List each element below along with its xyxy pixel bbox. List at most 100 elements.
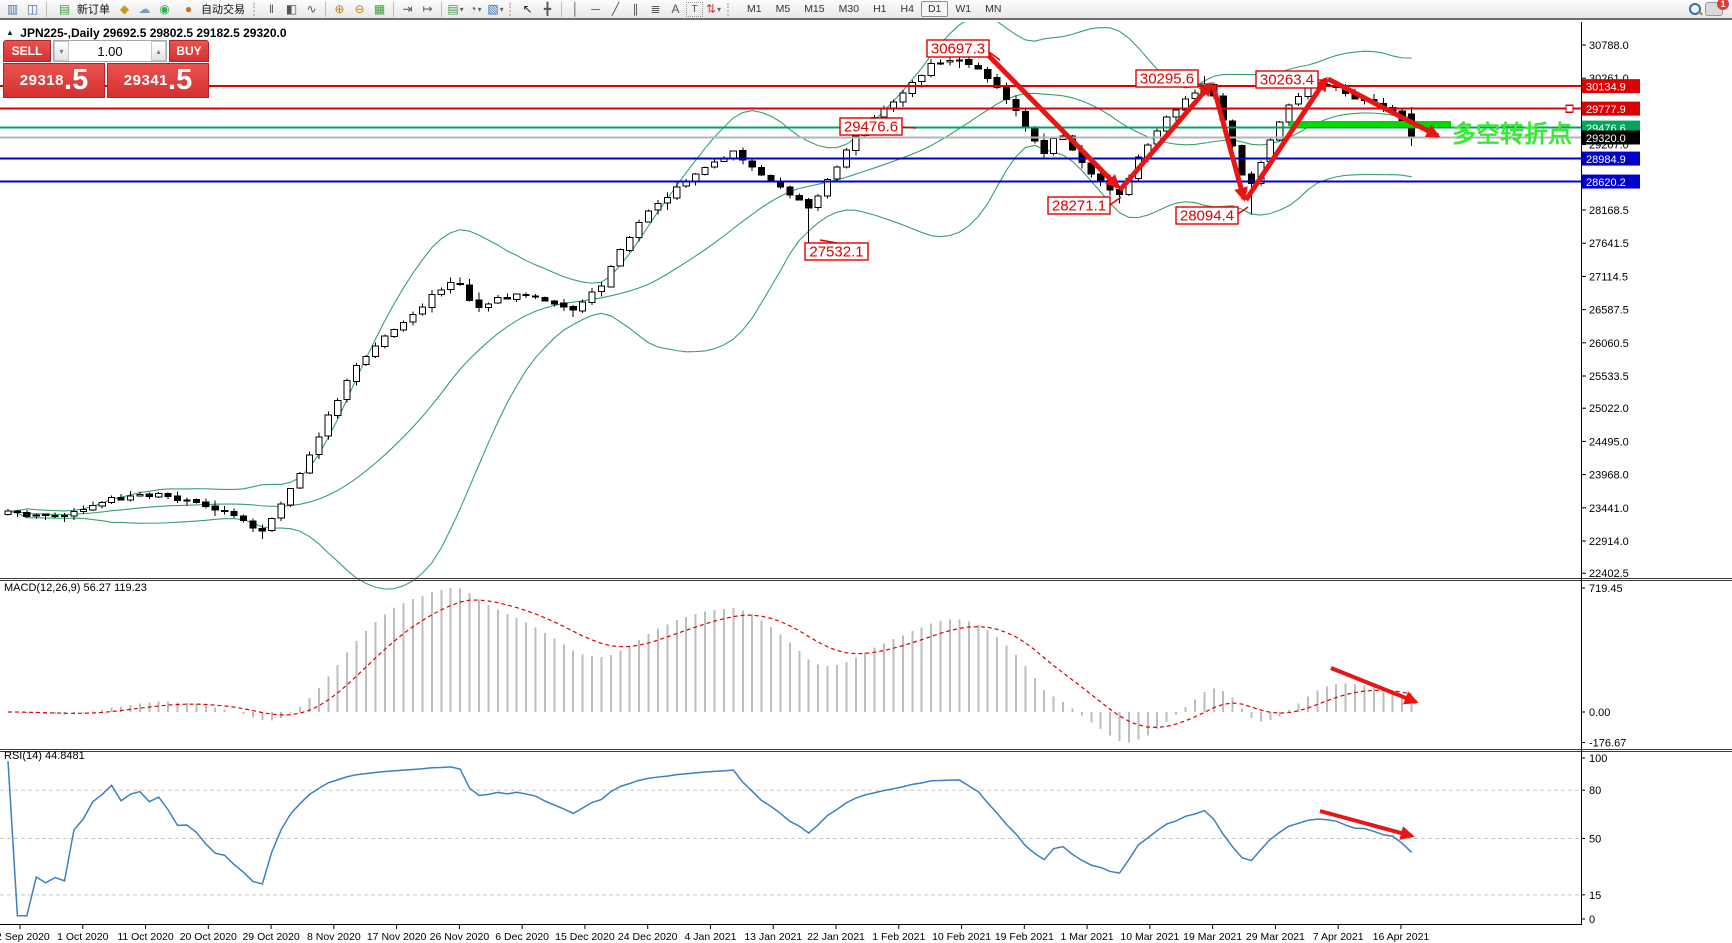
- svg-text:10 Feb 2021: 10 Feb 2021: [932, 931, 991, 943]
- buy-button[interactable]: BUY: [169, 40, 209, 62]
- price-callouts[interactable]: 30697.3 30295.6 30263.4 29476.6 28271.1 28094…: [804, 39, 1326, 261]
- volume-input[interactable]: [69, 41, 151, 61]
- signals-icon[interactable]: ◉: [159, 2, 170, 16]
- chevron-down-icon: ▾: [477, 4, 482, 14]
- one-click-trading-panel: SELL ▾ ▴ BUY 29318.5 29341.5: [3, 40, 209, 98]
- horizontal-line-tool-button[interactable]: ─: [591, 2, 600, 16]
- templates-button[interactable]: ▤ ▾: [447, 2, 464, 16]
- tile-windows-button[interactable]: ▦: [373, 2, 386, 16]
- turning-point-annotation[interactable]: 多空转折点: [1452, 120, 1572, 148]
- timeframe-toolbar: M1 M5 M15 M30 H1 H4 D1 W1 MN: [740, 1, 1008, 17]
- toolbar-drag-handle[interactable]: [253, 2, 258, 16]
- macd-histogram: [16, 588, 1413, 743]
- trendline-tool-button[interactable]: ╱: [611, 2, 620, 16]
- chevron-down-icon: ▾: [717, 4, 722, 14]
- sell-price-frac: .5: [64, 64, 89, 96]
- svg-text:19 Feb 2021: 19 Feb 2021: [995, 931, 1054, 943]
- search-icon[interactable]: [1685, 1, 1704, 18]
- svg-text:22 Jan 2021: 22 Jan 2021: [807, 931, 865, 943]
- autotrade-button[interactable]: ● 自动交易: [175, 1, 249, 18]
- buy-price-button[interactable]: 29341.5: [107, 63, 209, 98]
- auto-scroll-button[interactable]: ↦: [422, 2, 433, 16]
- svg-text:29 Mar 2021: 29 Mar 2021: [1246, 931, 1305, 943]
- collapse-icon[interactable]: ▲: [6, 28, 14, 37]
- timeframe-button-MN[interactable]: MN: [978, 1, 1008, 17]
- price-axis[interactable]: 30788.030261.029207.028168.527641.527114…: [1581, 40, 1640, 580]
- text-tool-button[interactable]: A: [671, 2, 680, 16]
- svg-text:17 Nov 2020: 17 Nov 2020: [367, 931, 427, 943]
- data-cloud-icon[interactable]: ☁: [138, 2, 151, 16]
- timeframe-button-H4[interactable]: H4: [894, 1, 921, 17]
- line-chart-button[interactable]: ∿: [306, 2, 317, 16]
- zoom-out-button[interactable]: ⊖: [354, 2, 365, 16]
- sell-price-button[interactable]: 29318.5: [3, 63, 105, 98]
- svg-text:22 Sep 2020: 22 Sep 2020: [0, 931, 50, 943]
- svg-text:100: 100: [1589, 753, 1607, 765]
- volume-increase-button[interactable]: ▴: [151, 41, 166, 61]
- timeframe-button-M5[interactable]: M5: [769, 1, 798, 17]
- timeframe-button-D1[interactable]: D1: [920, 1, 949, 17]
- svg-text:20 Oct 2020: 20 Oct 2020: [180, 931, 237, 943]
- date-axis[interactable]: 22 Sep 2020 1 Oct 2020 11 Oct 2020 20 Oct 2…: [0, 925, 1429, 943]
- candlestick-chart-button[interactable]: ◧: [285, 2, 298, 16]
- cursor-tool-button[interactable]: ↖: [522, 2, 533, 16]
- volume-decrease-button[interactable]: ▾: [54, 41, 69, 61]
- svg-text:25022.0: 25022.0: [1589, 403, 1629, 415]
- market-watch-icon[interactable]: ◆: [119, 2, 130, 16]
- notifications-icon[interactable]: 1: [1705, 0, 1729, 18]
- rsi-trend-arrow[interactable]: [1319, 809, 1415, 840]
- svg-text:0: 0: [1589, 914, 1595, 926]
- arrows-tool-button[interactable]: ⇅ ▾: [705, 2, 722, 16]
- svg-text:28094.4: 28094.4: [1180, 208, 1234, 225]
- chart-symbol-period: JPN225-,Daily: [20, 26, 100, 40]
- timeframe-button-M1[interactable]: M1: [740, 1, 769, 17]
- bollinger-bands: [7, 22, 1412, 590]
- toolbar-separator: [393, 1, 394, 17]
- crosshair-tool-button[interactable]: ╋: [543, 2, 552, 16]
- svg-text:28168.5: 28168.5: [1589, 205, 1629, 217]
- svg-text:24495.0: 24495.0: [1589, 436, 1629, 448]
- indicators-button[interactable]: ▧ ▾: [487, 2, 504, 16]
- svg-text:13 Jan 2021: 13 Jan 2021: [744, 931, 802, 943]
- timeframe-button-M15[interactable]: M15: [797, 1, 831, 17]
- periods-button[interactable]: ◔ ▾: [469, 2, 482, 16]
- svg-text:30263.4: 30263.4: [1260, 72, 1314, 89]
- svg-text:30295.6: 30295.6: [1140, 71, 1194, 88]
- macd-trend-arrow[interactable]: [1330, 666, 1419, 705]
- line-drag-handle[interactable]: [1565, 104, 1574, 113]
- vertical-line-tool-button[interactable]: │: [571, 2, 580, 16]
- profiles-icon[interactable]: ◫: [26, 2, 39, 16]
- timeframe-button-W1[interactable]: W1: [948, 1, 978, 17]
- toolbar-drag-handle[interactable]: [727, 2, 732, 16]
- timeframe-button-H1[interactable]: H1: [866, 1, 893, 17]
- macd-signal-line: [7, 599, 1412, 729]
- sell-price-int: 29318: [19, 72, 65, 89]
- new-chart-icon[interactable]: ▥: [6, 2, 19, 16]
- chart-shift-button[interactable]: ⇥: [402, 2, 413, 16]
- svg-text:50: 50: [1589, 834, 1601, 846]
- svg-text:30788.0: 30788.0: [1589, 40, 1629, 52]
- fibonacci-tool-button[interactable]: ≣: [650, 2, 661, 16]
- svg-text:28620.2: 28620.2: [1586, 177, 1626, 189]
- autotrade-label: 自动交易: [201, 4, 245, 16]
- support-trendline[interactable]: [1290, 121, 1451, 127]
- svg-text:11 Oct 2020: 11 Oct 2020: [117, 931, 174, 943]
- svg-text:1 Feb 2021: 1 Feb 2021: [872, 931, 925, 943]
- trend-arrows[interactable]: [985, 52, 1441, 202]
- zoom-in-button[interactable]: ⊕: [334, 2, 345, 16]
- chart-canvas[interactable]: 30697.3 30295.6 30263.4 29476.6 28271.1 28094…: [0, 22, 1732, 943]
- channel-tool-button[interactable]: ∥: [632, 2, 639, 16]
- new-order-button[interactable]: ▤ 新订单: [51, 1, 114, 18]
- timeframe-button-M30[interactable]: M30: [832, 1, 866, 17]
- price-level-lines[interactable]: [0, 85, 1581, 183]
- svg-text:27532.1: 27532.1: [809, 244, 863, 261]
- toolbar-drag-handle[interactable]: [509, 2, 514, 16]
- svg-text:23968.0: 23968.0: [1589, 470, 1629, 482]
- chart-ohlc-values: 29692.5 29802.5 29182.5 29320.0: [103, 26, 287, 40]
- sell-button[interactable]: SELL: [3, 40, 51, 62]
- rsi-level-lines: [0, 789, 1581, 896]
- text-label-tool-button[interactable]: T: [686, 1, 703, 17]
- bar-chart-button[interactable]: ‖: [269, 2, 274, 16]
- svg-text:30697.3: 30697.3: [931, 41, 985, 58]
- chevron-down-icon: ▾: [499, 4, 504, 14]
